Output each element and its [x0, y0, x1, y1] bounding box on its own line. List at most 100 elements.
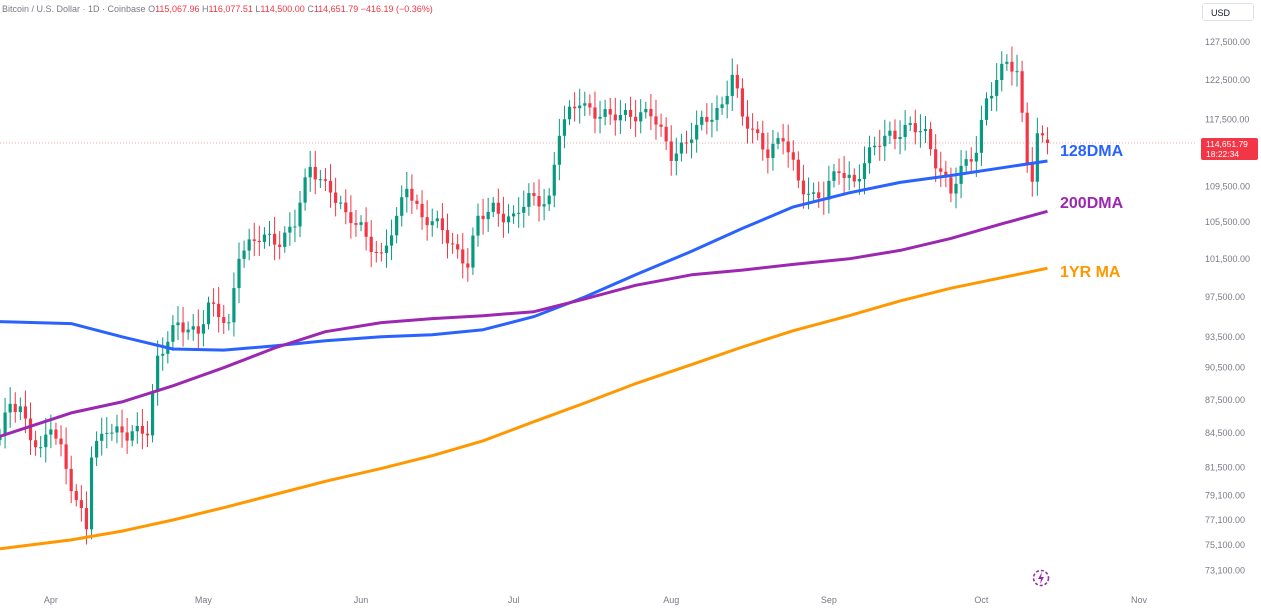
candle-body	[1020, 71, 1024, 113]
label-200dma: 200DMA	[1060, 195, 1124, 212]
candle-body	[435, 218, 439, 222]
y-tick-label: 90,500.00	[1205, 363, 1245, 373]
candle-body	[39, 447, 43, 449]
open-key: O	[148, 4, 156, 14]
candle-body	[913, 123, 917, 133]
change-value: −416.19 (−0.36%)	[360, 4, 433, 14]
candle-body	[181, 322, 185, 333]
close-key: C	[307, 4, 314, 14]
candle-body	[28, 418, 33, 441]
candle-body	[562, 119, 567, 136]
candle-body	[801, 180, 806, 195]
candle-body	[644, 108, 648, 113]
symbol-title[interactable]: Bitcoin / U.S. Dollar · 1D · Coinbase	[2, 4, 146, 14]
candle-body	[74, 491, 78, 501]
candle-body	[64, 444, 68, 469]
candle-body	[903, 124, 907, 138]
candle-body	[527, 193, 531, 207]
candle-body	[883, 135, 887, 147]
candle-body	[873, 145, 877, 148]
y-tick-label: 127,500.00	[1205, 37, 1250, 47]
ma-line-128dma[interactable]	[0, 159, 1048, 352]
candle-body	[837, 171, 841, 174]
candle-body	[628, 110, 633, 117]
candle-body	[689, 139, 694, 143]
candle-body	[664, 126, 668, 142]
candle-body	[974, 152, 978, 162]
ma-line-1yr-ma[interactable]	[0, 266, 1048, 551]
candle-body	[1045, 139, 1050, 144]
candle-body	[923, 129, 928, 132]
candle-body	[730, 74, 734, 96]
candle-body	[1015, 71, 1019, 73]
candle-body	[613, 114, 617, 121]
tradingview-bolt-icon[interactable]	[1031, 568, 1051, 588]
moving-averages-layer	[0, 142, 1195, 551]
candle-body	[796, 159, 800, 181]
symbol-legend[interactable]: Bitcoin / U.S. Dollar · 1D · Coinbase O1…	[2, 4, 433, 14]
candle-body	[745, 116, 750, 129]
candle-body	[867, 147, 872, 164]
time-axis[interactable]: Apr May Jun Jul Aug Sep Oct Nov	[44, 595, 1148, 605]
candle-body	[995, 79, 999, 96]
x-tick-label: Jun	[354, 595, 369, 605]
candle-body	[639, 112, 643, 122]
candle-body	[262, 234, 267, 242]
candle-body	[242, 250, 246, 259]
price-axis[interactable]: 127,500.00122,500.00117,500.00113,500.00…	[1205, 37, 1250, 576]
candle-body	[847, 174, 851, 178]
candle-body	[735, 74, 739, 89]
candle-body	[583, 103, 587, 106]
currency-selector[interactable]: USD	[1202, 3, 1254, 21]
candle-body	[344, 202, 348, 213]
candle-body	[278, 244, 282, 247]
candle-body	[313, 166, 317, 180]
high-key: H	[202, 4, 209, 14]
candle-body	[1005, 61, 1009, 64]
candle-body	[389, 235, 394, 246]
candle-body	[812, 192, 816, 194]
candle-body	[669, 141, 673, 161]
candle-body	[537, 195, 541, 207]
x-tick-label: May	[195, 595, 213, 605]
y-tick-label: 81,500.00	[1205, 462, 1245, 472]
low-key: L	[255, 4, 261, 14]
candle-body	[135, 425, 139, 432]
candle-body	[710, 119, 714, 122]
candle-body	[659, 124, 663, 127]
candle-body	[969, 159, 973, 162]
candle-body	[827, 180, 831, 200]
candle-body	[918, 131, 923, 133]
last-price-value: 114,651.79	[1206, 139, 1248, 149]
ma-line-200dma[interactable]	[0, 209, 1048, 438]
candle-body	[308, 166, 312, 178]
candle-body	[547, 195, 551, 205]
candle-body	[318, 179, 322, 181]
candle-body	[674, 153, 678, 161]
candle-body	[456, 244, 460, 250]
candle-body	[227, 322, 231, 324]
candle-body	[466, 263, 470, 268]
candle-body	[369, 236, 373, 253]
candle-body	[496, 202, 500, 214]
candle-body	[130, 431, 134, 441]
y-tick-label: 75,100.00	[1205, 540, 1245, 550]
candle-body	[272, 233, 277, 245]
candle-body	[257, 240, 261, 242]
candle-body	[54, 429, 58, 439]
candle-body	[84, 508, 89, 530]
candle-body	[679, 142, 684, 154]
candle-body	[222, 317, 226, 323]
candle-body	[232, 288, 236, 323]
x-tick-label: Oct	[974, 595, 989, 605]
candle-body	[634, 116, 638, 122]
candle-body	[303, 177, 307, 203]
candle-body	[3, 412, 7, 436]
candle-body	[247, 239, 251, 251]
candle-body	[339, 202, 343, 204]
candle-body	[33, 440, 38, 448]
candle-body	[156, 355, 160, 392]
candle-body	[450, 243, 455, 245]
